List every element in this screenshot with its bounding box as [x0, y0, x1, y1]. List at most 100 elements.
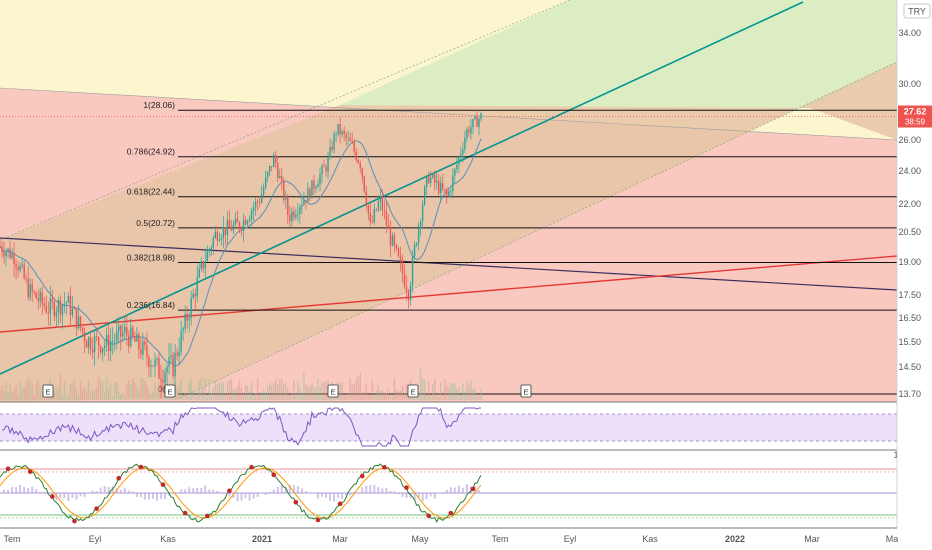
volume-bar-170	[341, 381, 343, 400]
candle-body-122	[244, 219, 247, 225]
volume-bar-39	[77, 394, 80, 400]
volume-bar-157	[315, 387, 317, 400]
volume-bar-224	[450, 382, 452, 400]
volume-bar-16	[31, 383, 33, 400]
stoch-dot-235	[470, 486, 476, 492]
volume-bar-91	[182, 394, 184, 400]
candle-body-63	[126, 327, 128, 336]
time-tick-11: Ma	[886, 534, 899, 544]
candle-body-34	[67, 295, 70, 303]
stoch-hist-62	[123, 487, 126, 493]
currency-badge[interactable]: TRY	[903, 3, 931, 19]
candle-body-140	[281, 176, 283, 181]
candle-body-18	[35, 292, 37, 299]
stoch-hist-28	[55, 493, 58, 501]
stoch-dot-37	[72, 518, 77, 524]
volume-bar-97	[194, 395, 196, 400]
volume-bar-198	[397, 391, 400, 400]
volume-bar-218	[438, 392, 440, 400]
stoch-hist-178	[357, 492, 360, 493]
candle-body-185	[371, 222, 374, 223]
stoch-hist-30	[59, 493, 62, 498]
volume-bar-61	[122, 393, 124, 400]
candle-body-42	[83, 331, 86, 342]
volume-bar-30	[59, 374, 62, 400]
stoch-hist-102	[204, 485, 207, 493]
volume-bar-175	[351, 384, 353, 400]
candle-body-103	[206, 251, 208, 262]
candle-body-102	[204, 261, 206, 269]
candle-body-105	[210, 247, 213, 250]
stoch-hist-188	[377, 487, 380, 493]
candle-body-125	[250, 210, 253, 219]
volume-bar-149	[299, 387, 301, 400]
volume-bar-183	[367, 394, 369, 400]
stoch-hist-196	[393, 491, 396, 493]
candle-body-158	[317, 184, 319, 188]
candle-body-176	[353, 142, 355, 152]
volume-bar-213	[427, 381, 430, 400]
volume-bar-72	[144, 380, 146, 400]
volume-bar-180	[361, 392, 363, 400]
candle-body-46	[91, 349, 94, 353]
candle-body-69	[138, 334, 140, 349]
candle-body-80	[160, 378, 162, 381]
candle-body-65	[130, 327, 132, 346]
stoch-dot-92	[182, 510, 188, 516]
candle-body-40	[79, 316, 82, 328]
candle-body-124	[248, 218, 251, 221]
candle-body-231	[464, 138, 466, 150]
candle-body-114	[228, 220, 231, 227]
candle-body-15	[29, 284, 31, 298]
candle-body-12	[23, 264, 25, 279]
stoch-hist-10	[19, 484, 22, 493]
stoch-dot-158	[315, 517, 321, 523]
candle-body-87	[174, 352, 176, 377]
volume-bar-144	[289, 394, 291, 400]
time-tick-5: May	[411, 534, 429, 544]
stoch-hist-68	[135, 493, 138, 497]
volume-bar-41	[81, 389, 84, 400]
candle-body-198	[397, 248, 400, 257]
volume-bar-44	[87, 380, 90, 400]
volume-bar-34	[67, 393, 70, 400]
candle-body-220	[442, 183, 444, 190]
volume-bar-178	[357, 376, 359, 400]
volume-bar-171	[343, 395, 345, 400]
time-axis[interactable]: Tem Eyl Kas 2021 Mar May Tem Eyl Kas 2022 Mar Ma	[0, 527, 899, 544]
candle-body-58	[116, 331, 118, 341]
candle-body-224	[450, 190, 452, 192]
candle-body-99	[198, 268, 200, 278]
candle-body-164	[329, 146, 331, 158]
stoch-hist-40	[79, 493, 82, 497]
volume-bar-203	[407, 394, 410, 400]
stoch-hist-158	[316, 493, 319, 499]
candle-body-24	[47, 312, 50, 314]
candle-body-33	[65, 302, 68, 304]
volume-bar-179	[359, 372, 361, 400]
price-axis[interactable]: 34.0030.0028.0026.0024.0022.0020.5019.00…	[896, 0, 932, 550]
candle-body-21	[41, 292, 43, 304]
candle-body-129	[258, 202, 261, 203]
candle-body-55	[109, 341, 112, 352]
candle-body-232	[466, 129, 468, 139]
stoch-hist-36	[71, 493, 74, 499]
price-axis-bg	[897, 0, 932, 550]
volume-bar-151	[303, 371, 305, 400]
candle-body-51	[101, 348, 104, 353]
stoch-hist-120	[240, 493, 243, 501]
volume-bar-64	[128, 380, 130, 400]
candle-body-50	[99, 345, 102, 353]
candle-body-29	[57, 300, 60, 312]
volume-bar-135	[270, 385, 273, 400]
stoch-hist-46	[91, 490, 94, 493]
stoch-hist-202	[405, 493, 408, 498]
candle-body-149	[299, 207, 301, 214]
candle-body-152	[305, 200, 307, 202]
candle-body-196	[393, 235, 396, 245]
volume-bar-18	[35, 383, 37, 400]
candle-body-73	[146, 345, 148, 358]
candle-body-57	[114, 340, 116, 342]
stoch-hist-64	[127, 490, 130, 493]
